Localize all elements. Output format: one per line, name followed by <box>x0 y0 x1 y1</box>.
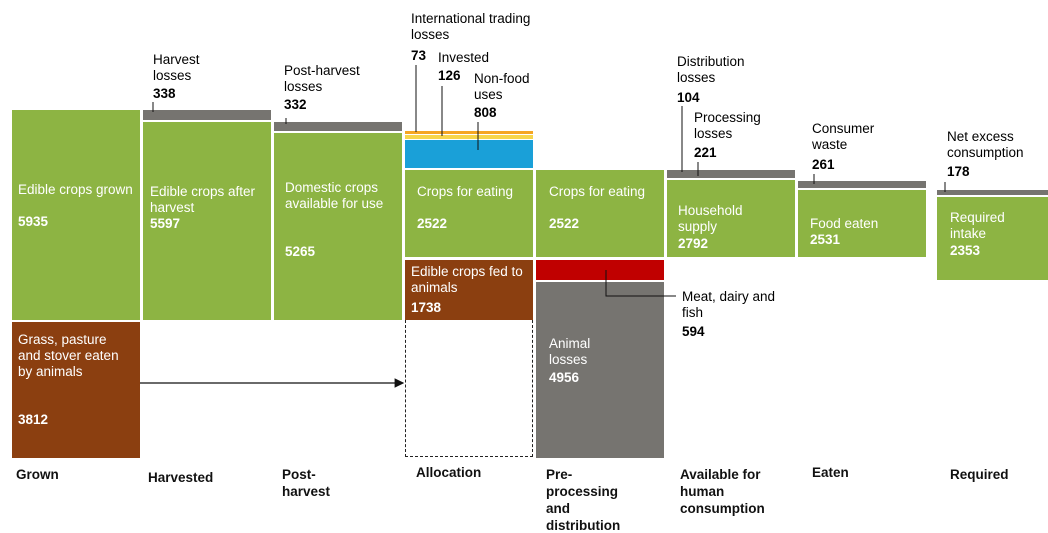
grey-block <box>536 282 664 458</box>
callout-label: Consumer waste <box>812 121 875 152</box>
callout-label: Post-harvest losses <box>284 63 360 94</box>
grey-bar <box>937 190 1048 195</box>
block-label: Household supply <box>678 203 743 234</box>
grey-bar <box>798 181 926 188</box>
callout-value: 178 <box>947 164 970 179</box>
callout-value: 261 <box>812 157 835 172</box>
callout-value: 808 <box>474 105 497 120</box>
stage-label: Harvested <box>148 470 214 485</box>
green-block <box>536 170 664 257</box>
green-block <box>937 197 1048 280</box>
stage-label: Required <box>950 467 1009 482</box>
block-value: 1738 <box>411 300 442 315</box>
dashed-box <box>405 320 533 457</box>
block-value: 2353 <box>950 243 981 258</box>
callout-value: 73 <box>411 48 427 63</box>
callout-value: 104 <box>677 90 700 105</box>
green-block <box>12 110 140 320</box>
stage-label: Eaten <box>812 465 849 480</box>
stage-label: Allocation <box>416 465 482 480</box>
block-label: Edible crops after harvest <box>150 184 256 215</box>
stage-label: Grown <box>16 467 59 482</box>
block-value: 2792 <box>678 236 709 251</box>
block-label: Grass, pasture and stover eaten by anima… <box>18 332 119 379</box>
stage-label: Available for human consumption <box>680 467 765 516</box>
callout-label: Processing losses <box>694 110 761 141</box>
block-value: 5935 <box>18 214 49 229</box>
leader-line <box>605 270 676 297</box>
callout-value: 332 <box>284 97 307 112</box>
blue-block <box>405 140 533 168</box>
green-block <box>274 133 402 320</box>
yellow-bar <box>405 135 533 139</box>
block-label: Crops for eating <box>549 184 646 199</box>
block-label: Crops for eating <box>417 184 514 199</box>
callout-label: Distribution losses <box>677 54 745 85</box>
callout-label: International trading losses <box>411 11 531 42</box>
block-label: Edible crops grown <box>18 182 133 197</box>
orange-bar <box>405 131 533 134</box>
block-label: Edible crops fed to animals <box>411 264 523 295</box>
brown-block <box>405 260 533 320</box>
block-label: Animal losses <box>549 336 591 367</box>
red-block <box>536 260 664 280</box>
block-value: 3812 <box>18 412 49 427</box>
green-block <box>667 180 795 257</box>
grey-bar <box>143 110 271 120</box>
block-label: Required intake <box>950 210 1005 241</box>
callout-label: Harvest losses <box>153 52 200 83</box>
green-block <box>405 170 533 257</box>
callout-value: 594 <box>682 324 705 339</box>
grey-bar <box>667 170 795 178</box>
green-block <box>143 122 271 320</box>
stage-label: Pre-processing and distribution <box>546 467 621 533</box>
callout-label: Non-food uses <box>474 71 530 102</box>
callout-value: 221 <box>694 145 717 160</box>
block-value: 2531 <box>810 232 841 247</box>
block-value: 4956 <box>549 370 580 385</box>
callout-label: Net excess consumption <box>947 129 1024 160</box>
block-value: 5597 <box>150 216 181 231</box>
block-label: Domestic crops available for use <box>285 180 384 211</box>
green-block <box>798 190 926 257</box>
block-label: Food eaten <box>810 216 879 231</box>
callout-value: 126 <box>438 68 461 83</box>
block-value: 2522 <box>549 216 580 231</box>
grey-bar <box>274 122 402 131</box>
callout-label: Invested <box>438 50 490 65</box>
callout-label: Meat, dairy and fish <box>682 289 776 320</box>
block-value: 2522 <box>417 216 448 231</box>
brown-block <box>12 322 140 458</box>
stage-label: Post-harvest <box>282 467 331 499</box>
callout-value: 338 <box>153 86 176 101</box>
block-value: 5265 <box>285 244 316 259</box>
